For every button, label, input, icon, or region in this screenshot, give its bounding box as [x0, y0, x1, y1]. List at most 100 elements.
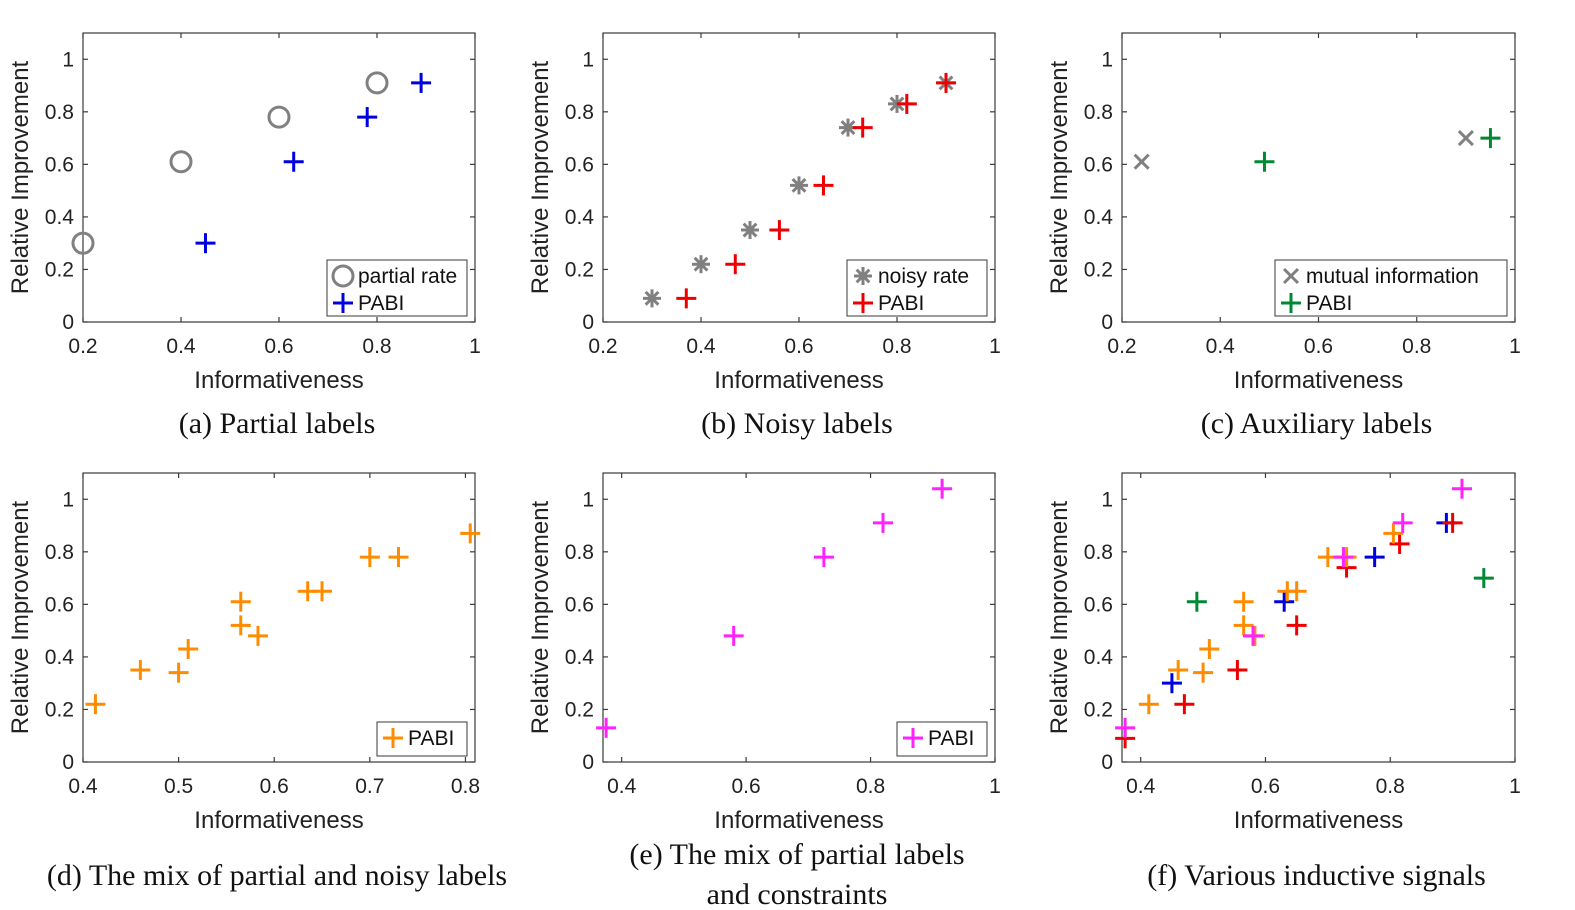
legend-marker [853, 293, 873, 313]
y-tick-label: 0.8 [1084, 101, 1113, 124]
data-point [790, 176, 808, 195]
x-tick-label: 1 [989, 335, 1001, 358]
y-axis-label: Relative Improvement [1046, 60, 1073, 294]
x-axis-label: Informativeness [714, 807, 883, 834]
data-point [1442, 512, 1463, 533]
data-point [1227, 660, 1248, 681]
data-point [725, 254, 746, 275]
y-tick-label: 0.4 [45, 646, 75, 669]
x-tick-label: 0.6 [732, 775, 761, 798]
y-tick-label: 0 [582, 751, 594, 774]
data-point [932, 478, 953, 499]
y-axis-label: Relative Improvement [527, 500, 554, 734]
panel-caption: (a) Partial labels [179, 407, 376, 440]
data-point [813, 175, 834, 196]
y-axis-label: Relative Improvement [7, 500, 34, 734]
data-point [596, 717, 617, 738]
data-point [1364, 547, 1385, 568]
data-point [1199, 639, 1220, 660]
data-point [1480, 128, 1501, 149]
legend-entry: PABI [358, 292, 404, 315]
panel-caption: (e) The mix of partial labels [629, 838, 964, 871]
data-point [168, 662, 189, 683]
legend: partial rate PABI [326, 259, 468, 317]
legend-entry: mutual information [1306, 265, 1479, 288]
chart-panel-6: 0.4 0.6 0.8 1 0 0.2 0.4 0.6 0.8 1 Informativeness R… [1046, 472, 1521, 892]
chart-panel-1: 0.2 0.4 0.6 0.8 100.20.40.60.81Informativene… [7, 32, 481, 440]
data-point [741, 221, 759, 240]
data-point [230, 615, 251, 636]
data-point [195, 233, 216, 254]
legend-marker [1282, 267, 1300, 285]
data-point [1383, 523, 1404, 544]
x-tick-label: 0.5 [164, 775, 193, 798]
x-tick-label: 1 [989, 775, 1001, 798]
data-point [230, 591, 251, 612]
x-axis-label: Informativeness [194, 807, 363, 834]
data-point [936, 72, 956, 93]
y-tick-label: 0.2 [565, 258, 594, 281]
data-point [1274, 591, 1295, 612]
legend-entry: PABI [878, 292, 924, 315]
chart-panel-3: 0.2 0.4 0.6 0.8 100.20.40.60.81Informativene… [1046, 32, 1521, 440]
y-tick-label: 0.4 [1084, 206, 1114, 229]
data-point [178, 639, 199, 660]
chart-panel-5: 0.4 0.6 0.8 1 0 0.2 0.4 0.6 0.8 1 Informativeness R… [527, 472, 1001, 910]
x-tick-label: 0.6 [264, 335, 293, 358]
x-tick-label: 0.6 [1304, 335, 1333, 358]
legend: PABI [896, 721, 988, 757]
x-tick-label: 0.7 [355, 775, 384, 798]
data-point [1186, 591, 1207, 612]
x-tick-label: 0.4 [686, 335, 716, 358]
panel-caption: (c) Auxiliary labels [1201, 407, 1433, 440]
data-point [723, 625, 744, 646]
y-tick-label: 0.4 [565, 646, 595, 669]
chart-panel-2: 0.2 0.4 0.6 0.8 100.20.40.60.81Informativene… [527, 32, 1001, 440]
plot-area [602, 472, 996, 763]
data-point [1243, 625, 1263, 646]
data-point [896, 93, 917, 114]
legend-entry: PABI [928, 727, 974, 750]
y-axis-label: Relative Improvement [7, 60, 34, 294]
legend-marker [903, 728, 923, 748]
data-point [692, 255, 710, 274]
y-tick-label: 0.4 [1084, 646, 1114, 669]
legend-marker [1281, 293, 1301, 313]
legend-marker [331, 264, 355, 288]
data-point [169, 150, 193, 174]
y-tick-label: 0.4 [565, 206, 595, 229]
x-tick-label: 0.8 [1376, 775, 1405, 798]
data-point [411, 72, 432, 93]
data-point [247, 625, 268, 646]
y-tick-label: 0.2 [45, 258, 74, 281]
legend-marker [854, 267, 872, 285]
y-tick-label: 0.2 [45, 698, 74, 721]
x-tick-label: 0.6 [784, 335, 813, 358]
data-point [1168, 660, 1189, 681]
y-tick-label: 0.6 [1084, 153, 1113, 176]
y-tick-label: 1 [62, 48, 74, 71]
legend-entry: noisy rate [878, 265, 969, 288]
data-point [839, 118, 857, 137]
data-point [1161, 673, 1182, 694]
plot-area [82, 472, 476, 763]
x-tick-label: 0.2 [588, 335, 617, 358]
data-point [1286, 615, 1307, 636]
x-tick-label: 1 [1509, 775, 1521, 798]
data-point [1389, 533, 1410, 554]
data-point [359, 547, 380, 568]
y-tick-label: 1 [1101, 48, 1113, 71]
y-tick-label: 1 [582, 488, 594, 511]
panel-caption: (f) Various inductive signals [1147, 859, 1486, 892]
data-point [852, 117, 873, 138]
y-tick-label: 0.8 [45, 541, 74, 564]
data-point [813, 547, 834, 568]
y-tick-label: 0 [62, 751, 74, 774]
y-tick-label: 1 [1101, 488, 1113, 511]
y-tick-label: 0.8 [565, 541, 594, 564]
x-tick-label: 0.4 [166, 335, 196, 358]
x-tick-label: 0.8 [451, 775, 480, 798]
data-point [357, 107, 378, 128]
y-tick-label: 0.6 [45, 153, 74, 176]
